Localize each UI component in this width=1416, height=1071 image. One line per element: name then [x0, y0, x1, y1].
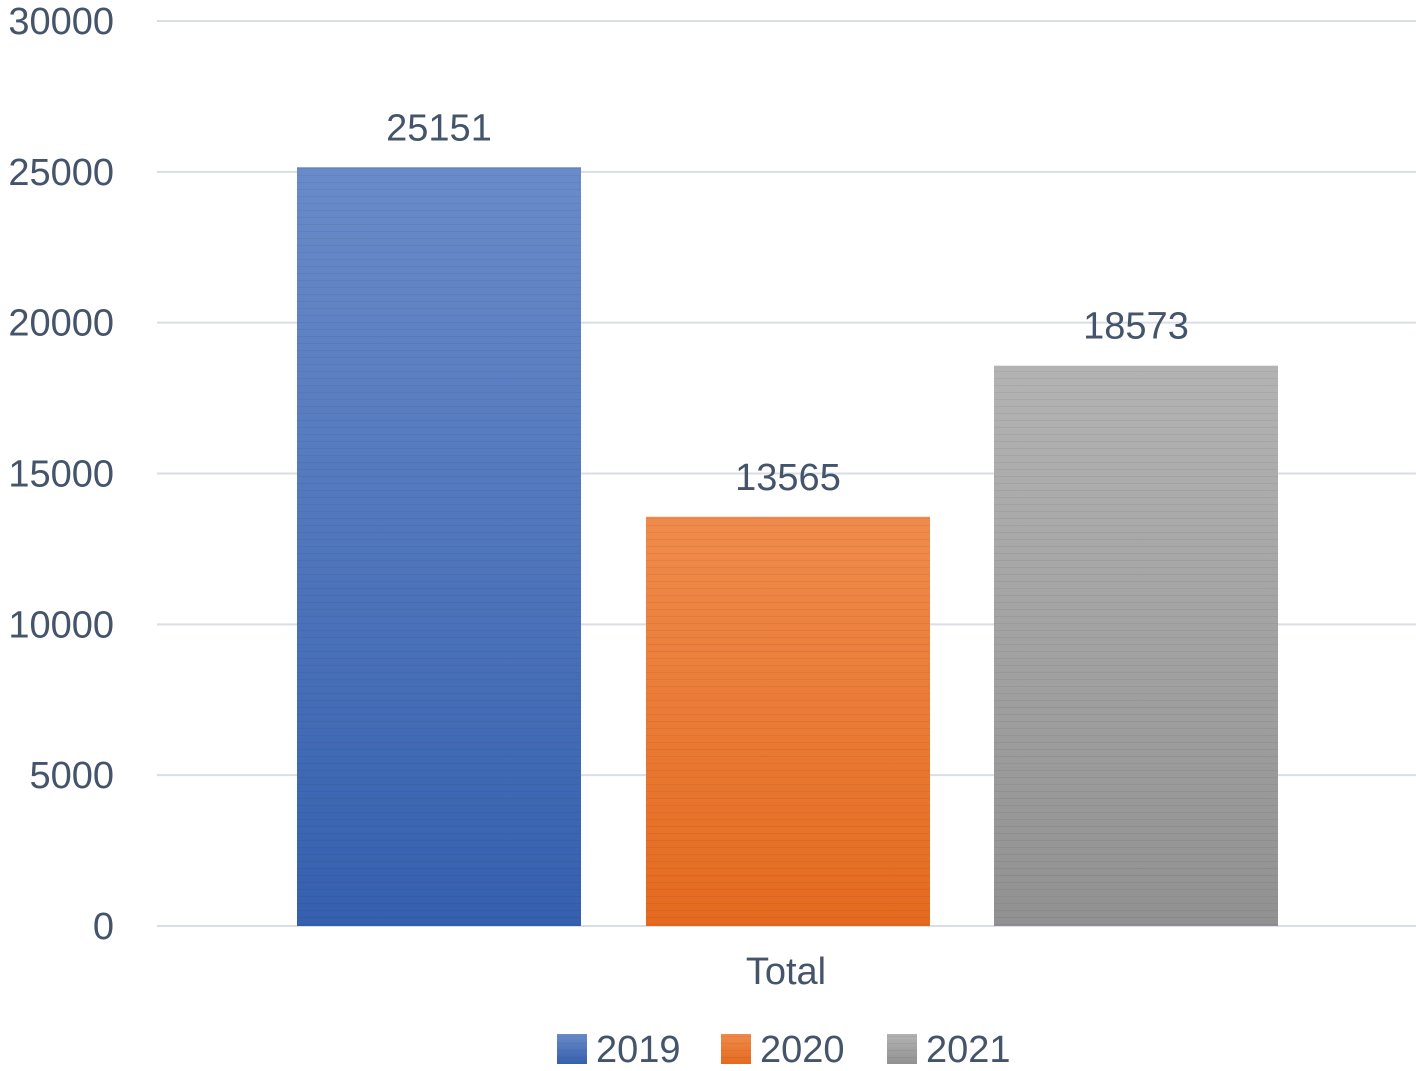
legend-item-2020: 2020: [721, 1029, 845, 1071]
y-axis-ticks: 0 5000 10000 15000 20000 25000 30000: [8, 1, 114, 948]
legend-item-2019: 2019: [557, 1029, 681, 1071]
legend-label-2020: 2020: [760, 1029, 845, 1071]
legend-label-2019: 2019: [596, 1029, 681, 1071]
x-tick-label: Total: [746, 951, 826, 993]
legend-swatch-texture: [721, 1034, 751, 1064]
data-label-2021: 18573: [1083, 306, 1189, 348]
bar-texture-2020: [646, 516, 930, 926]
y-tick-label: 25000: [8, 152, 114, 194]
x-axis-ticks: Total: [746, 951, 826, 993]
legend-swatch-texture: [557, 1034, 587, 1064]
legend-item-2021: 2021: [887, 1029, 1011, 1071]
y-tick-label: 10000: [8, 604, 114, 646]
data-label-2019: 25151: [386, 107, 492, 149]
y-tick-label: 15000: [8, 454, 114, 496]
data-labels: 25151 13565 18573: [386, 107, 1189, 499]
legend: 2019 2020 2021: [557, 1029, 1011, 1071]
y-tick-label: 5000: [29, 755, 114, 797]
y-tick-label: 30000: [8, 1, 114, 43]
y-tick-label: 20000: [8, 303, 114, 345]
legend-swatch-texture: [887, 1034, 917, 1064]
bar-texture-2019: [297, 167, 581, 926]
data-label-2020: 13565: [735, 457, 841, 499]
bar-texture-2021: [994, 365, 1278, 927]
y-tick-label: 0: [93, 906, 114, 948]
legend-label-2021: 2021: [926, 1029, 1011, 1071]
bars: [297, 167, 1278, 927]
